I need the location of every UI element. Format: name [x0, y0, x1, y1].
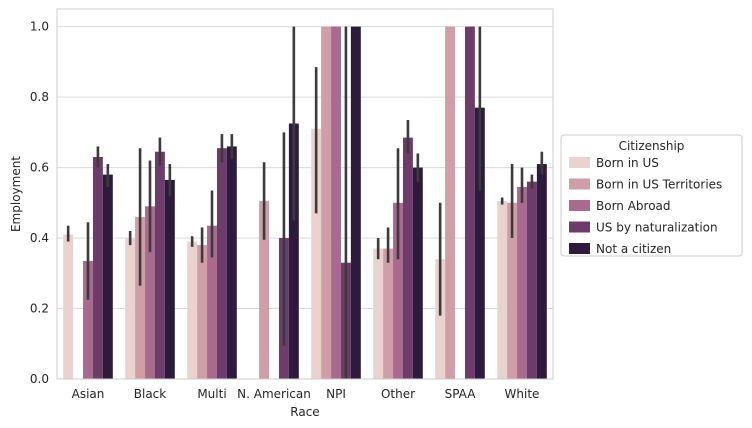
- legend-item: US by naturalization: [569, 221, 718, 235]
- bar: [383, 248, 394, 379]
- bar: [350, 26, 361, 379]
- y-axis-label: Employment: [9, 156, 23, 232]
- bar: [197, 245, 208, 379]
- bar: [497, 201, 508, 379]
- legend: Citizenship Born in US Born in US Territo…: [560, 134, 743, 257]
- error-bars: [66, 26, 544, 379]
- bar: [402, 137, 413, 379]
- legend-item: Not a citizen: [569, 242, 671, 256]
- legend-item: Born in US Territories: [569, 178, 722, 192]
- bar: [517, 186, 527, 379]
- x-tick-labels: Asian Black Multi N. American NPI Other SPAA Wh…: [72, 387, 540, 401]
- bar: [187, 241, 198, 379]
- legend-swatch: [569, 200, 590, 211]
- x-tick-label: SPAA: [445, 387, 477, 401]
- bar: [164, 179, 175, 379]
- bar: [464, 26, 475, 379]
- legend-item: Born in US: [569, 156, 659, 170]
- x-tick-label: NPI: [326, 387, 346, 401]
- y-tick-label: 0.2: [30, 302, 49, 316]
- bar: [435, 259, 446, 379]
- legend-label: US by naturalization: [596, 221, 718, 235]
- bar: [125, 238, 136, 379]
- bar: [507, 202, 518, 379]
- bar: [135, 216, 146, 379]
- bar: [412, 167, 423, 379]
- bar: [393, 202, 403, 379]
- bar: [474, 107, 485, 380]
- x-axis-label: Race: [290, 405, 319, 419]
- bar: [145, 206, 155, 379]
- y-tick-label: 0.0: [30, 372, 49, 386]
- legend-item: Born Abroad: [569, 199, 671, 213]
- bar: [288, 123, 299, 380]
- bar: [259, 201, 270, 379]
- plot-frame: [56, 8, 554, 380]
- bar: [331, 26, 341, 379]
- legend-label: Born Abroad: [596, 199, 671, 213]
- x-tick-label: White: [505, 387, 540, 401]
- bar: [311, 128, 322, 379]
- x-tick-label: Multi: [197, 387, 226, 401]
- bar: [321, 26, 332, 379]
- legend-label: Born in US Territories: [596, 178, 722, 192]
- x-tick-label: N. American: [237, 387, 311, 401]
- legend-swatch: [569, 243, 590, 254]
- y-tick-label: 0.8: [30, 90, 49, 104]
- bars: [63, 26, 547, 380]
- bar: [83, 260, 93, 379]
- legend-swatch: [569, 157, 590, 168]
- y-tick-label: 0.4: [30, 231, 49, 245]
- y-tick-label: 0.6: [30, 161, 49, 175]
- bar: [216, 148, 227, 379]
- y-tick-labels: 0.0 0.2 0.4 0.6 0.8 1.0: [30, 20, 49, 386]
- legend-swatch: [569, 221, 590, 233]
- legend-label: Born in US: [596, 156, 659, 170]
- bar: [92, 157, 103, 379]
- bar: [154, 151, 165, 379]
- bar: [63, 234, 74, 379]
- bar: [536, 164, 547, 379]
- legend-swatch: [569, 178, 590, 190]
- x-tick-label: Other: [381, 387, 415, 401]
- y-tick-label: 1.0: [30, 20, 49, 34]
- legend-box: [560, 134, 743, 257]
- bar: [526, 181, 537, 379]
- bar: [207, 225, 217, 379]
- bar: [102, 174, 113, 379]
- bar: [373, 248, 384, 379]
- bar: [445, 26, 456, 379]
- x-tick-label: Black: [134, 387, 167, 401]
- x-tick-label: Asian: [72, 387, 105, 401]
- legend-title: Citizenship: [619, 139, 685, 153]
- bar: [226, 146, 237, 379]
- legend-label: Not a citizen: [596, 242, 671, 256]
